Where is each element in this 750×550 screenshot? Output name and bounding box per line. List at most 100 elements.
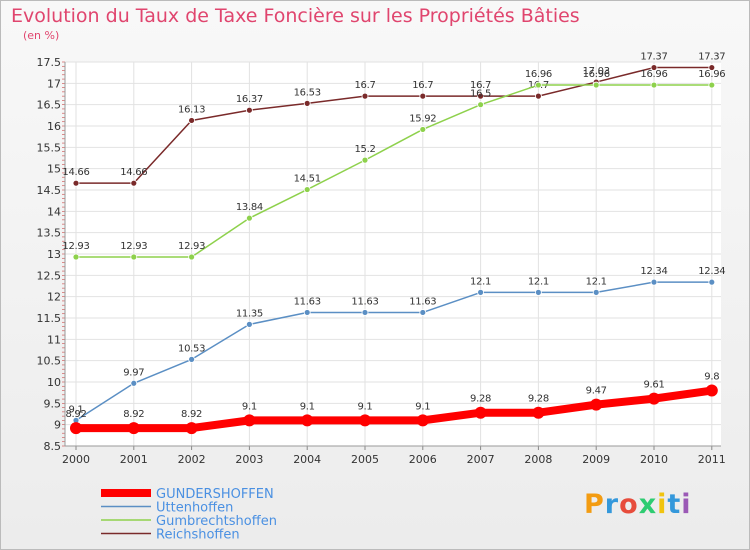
- data-point: [708, 278, 716, 286]
- chart-title: Evolution du Taux de Taxe Foncière sur l…: [11, 5, 580, 27]
- data-label: 17.03: [583, 66, 610, 77]
- data-label: 16.7: [470, 80, 491, 91]
- y-tick-label: 16.5: [37, 99, 62, 112]
- data-label: 8.92: [123, 409, 144, 420]
- legend-label: GUNDERSHOFFEN: [156, 487, 274, 502]
- legend-label: Reichshoffen: [156, 528, 240, 543]
- data-label: 9.47: [586, 386, 607, 397]
- data-label: 13.84: [236, 202, 263, 213]
- y-tick-label: 13: [47, 248, 61, 261]
- data-point: [130, 379, 138, 387]
- data-point: [243, 414, 256, 427]
- data-point: [477, 288, 485, 296]
- data-point: [592, 288, 600, 296]
- data-label: 8.92: [181, 409, 202, 420]
- y-tick-label: 12: [47, 291, 61, 304]
- data-label: 9.28: [470, 394, 491, 405]
- data-label: 12.34: [640, 266, 667, 277]
- data-label: 9.1: [242, 401, 257, 412]
- data-label: 12.93: [120, 241, 147, 252]
- data-point: [361, 156, 369, 164]
- data-label: 16.96: [640, 69, 667, 80]
- data-label: 9.28: [528, 394, 549, 405]
- x-tick-label: 2011: [698, 453, 726, 466]
- data-point: [245, 320, 253, 328]
- data-label: 16.7: [354, 80, 375, 91]
- series-line: [75, 84, 713, 258]
- data-label: 9.8: [704, 372, 719, 383]
- data-label: 9.97: [123, 367, 144, 378]
- data-label: 12.1: [586, 276, 607, 287]
- data-point: [70, 422, 82, 435]
- data-label: 8.92: [65, 409, 86, 420]
- x-tick-label: 2006: [409, 453, 437, 466]
- data-point: [303, 99, 311, 107]
- x-tick-label: 2003: [235, 453, 263, 466]
- series-line: [75, 281, 713, 422]
- proxiti-logo-letter: P: [584, 489, 605, 520]
- data-label: 9.1: [68, 404, 83, 415]
- data-label: 12.93: [62, 241, 89, 252]
- y-tick-label: 16: [47, 120, 61, 133]
- data-point: [535, 92, 542, 100]
- data-label: 16.96: [525, 69, 552, 80]
- data-label: 15.92: [409, 113, 436, 124]
- legend-label: Gumbrechtshoffen: [156, 514, 277, 529]
- proxiti-logo-letter: i: [657, 489, 668, 520]
- data-point: [474, 406, 487, 419]
- data-point: [419, 309, 427, 316]
- proxiti-logo-letter: o: [619, 489, 639, 520]
- data-label: 17.37: [640, 52, 667, 63]
- series-line: [72, 386, 716, 433]
- data-point: [72, 253, 80, 261]
- data-point: [359, 414, 371, 427]
- x-tick-label: 2010: [640, 453, 668, 466]
- data-label: 16.96: [583, 69, 610, 80]
- data-point: [592, 81, 600, 89]
- y-tick-label: 11: [47, 333, 61, 346]
- x-tick-label: 2000: [62, 453, 90, 466]
- data-point: [590, 398, 603, 411]
- data-point: [72, 179, 80, 187]
- data-label: 16.96: [698, 69, 725, 80]
- data-label: 12.34: [698, 266, 725, 277]
- data-point: [650, 64, 658, 71]
- data-point: [185, 422, 198, 435]
- x-tick-label: 2005: [351, 453, 379, 466]
- data-label: 17.37: [698, 52, 725, 63]
- data-point: [532, 406, 545, 419]
- data-label: 15.2: [354, 144, 375, 155]
- data-label: 11.35: [236, 308, 263, 319]
- proxiti-logo-letter: r: [604, 489, 620, 520]
- data-label: 11.63: [409, 296, 436, 307]
- data-label: 11.63: [351, 296, 378, 307]
- y-tick-label: 9.5: [44, 397, 62, 410]
- data-point: [130, 179, 138, 187]
- y-tick-label: 10: [47, 376, 61, 389]
- y-tick-label: 13.5: [37, 227, 62, 240]
- data-point: [245, 106, 253, 114]
- x-tick-label: 2008: [524, 453, 552, 466]
- data-point: [361, 309, 369, 316]
- data-point: [705, 384, 718, 397]
- y-tick-label: 9: [54, 419, 61, 432]
- data-point: [477, 92, 485, 100]
- y-tick-label: 12.5: [37, 269, 62, 282]
- data-point: [650, 81, 658, 89]
- data-point: [648, 392, 660, 405]
- data-point: [245, 214, 253, 222]
- data-label: 16.37: [236, 94, 263, 105]
- data-point: [127, 422, 140, 435]
- y-tick-label: 11.5: [37, 312, 62, 325]
- data-label: 9.1: [415, 401, 430, 412]
- data-point: [708, 81, 716, 89]
- data-point: [361, 92, 369, 100]
- y-tick-label: 14.5: [37, 184, 62, 197]
- proxiti-logo-letter: i: [681, 489, 692, 520]
- data-point: [188, 253, 196, 261]
- data-label: 16.7: [412, 80, 433, 91]
- data-point: [477, 101, 485, 109]
- data-point: [130, 253, 138, 261]
